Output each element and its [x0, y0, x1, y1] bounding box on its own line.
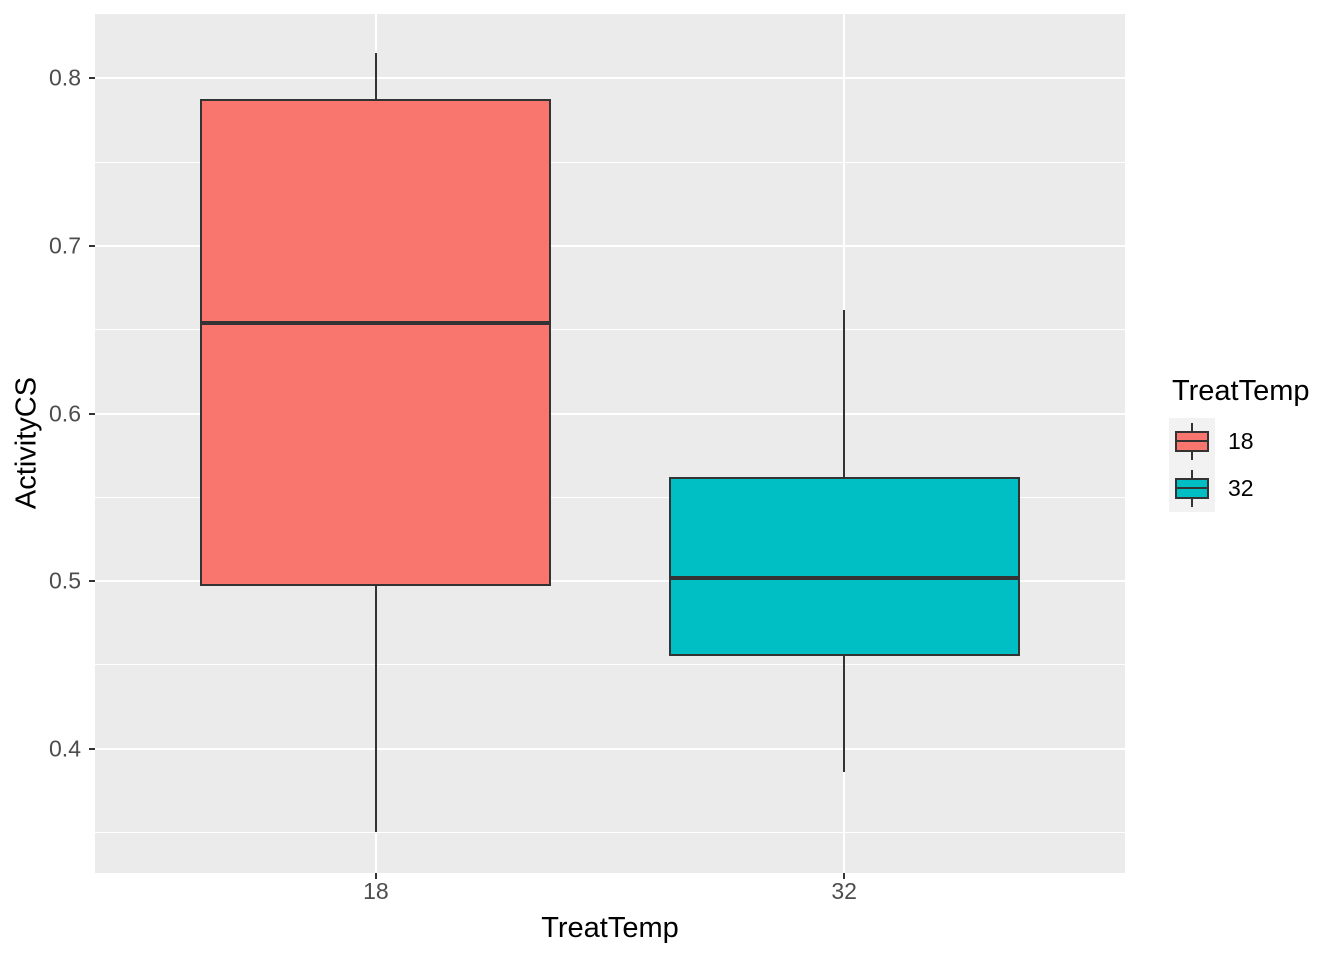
- x-tick-mark: [374, 873, 377, 879]
- legend-entry-label: 32: [1228, 475, 1254, 501]
- y-tick-label: 0.7: [49, 232, 81, 259]
- gridline-minor: [95, 664, 1125, 666]
- median-line-18: [200, 321, 552, 326]
- x-tick-mark: [843, 873, 846, 879]
- gridline-minor: [95, 496, 1125, 498]
- y-axis-title: ActivityCS: [10, 376, 43, 510]
- legend-entry-18: 18: [1169, 418, 1310, 465]
- y-tick-label: 0.6: [49, 400, 81, 427]
- gridline-minor: [95, 831, 1125, 833]
- legend-keys: 18 32: [1169, 418, 1310, 512]
- gridline-minor: [95, 161, 1125, 163]
- median-line-32: [668, 575, 1020, 580]
- whisker-upper-32: [843, 309, 846, 478]
- gridline-major: [95, 77, 1125, 80]
- y-tick-mark: [89, 245, 95, 247]
- y-tick-mark: [89, 412, 95, 415]
- legend-entry-label: 18: [1228, 428, 1254, 454]
- box-18: [200, 98, 552, 587]
- y-tick-label: 0.8: [49, 65, 81, 92]
- y-tick-mark: [89, 747, 95, 750]
- plot-panel: [95, 14, 1125, 873]
- legend-key-median: [1175, 487, 1209, 489]
- gridline-major: [95, 412, 1125, 415]
- legend-entry-32: 32: [1169, 465, 1310, 512]
- whisker-lower-18: [374, 586, 377, 833]
- legend-key-median: [1175, 440, 1209, 442]
- legend-title: TreatTemp: [1172, 375, 1310, 407]
- y-tick-mark: [89, 580, 95, 583]
- box-32: [668, 477, 1020, 657]
- x-tick-label: 32: [831, 878, 857, 904]
- whisker-upper-18: [374, 53, 377, 99]
- x-axis-title: TreatTemp: [541, 912, 679, 944]
- y-tick-mark: [89, 77, 95, 80]
- gridline-major: [95, 747, 1125, 750]
- legend-key-glyph: [1169, 465, 1215, 512]
- legend: TreatTemp 18 32: [1169, 376, 1310, 512]
- gridline-major: [95, 245, 1125, 247]
- gridline-minor: [95, 329, 1125, 331]
- legend-key-glyph: [1169, 418, 1215, 465]
- y-tick-label: 0.4: [49, 735, 81, 762]
- gridline-major: [95, 580, 1125, 583]
- whisker-lower-32: [843, 656, 846, 772]
- y-tick-label: 0.5: [49, 567, 81, 594]
- x-tick-label: 18: [363, 878, 389, 904]
